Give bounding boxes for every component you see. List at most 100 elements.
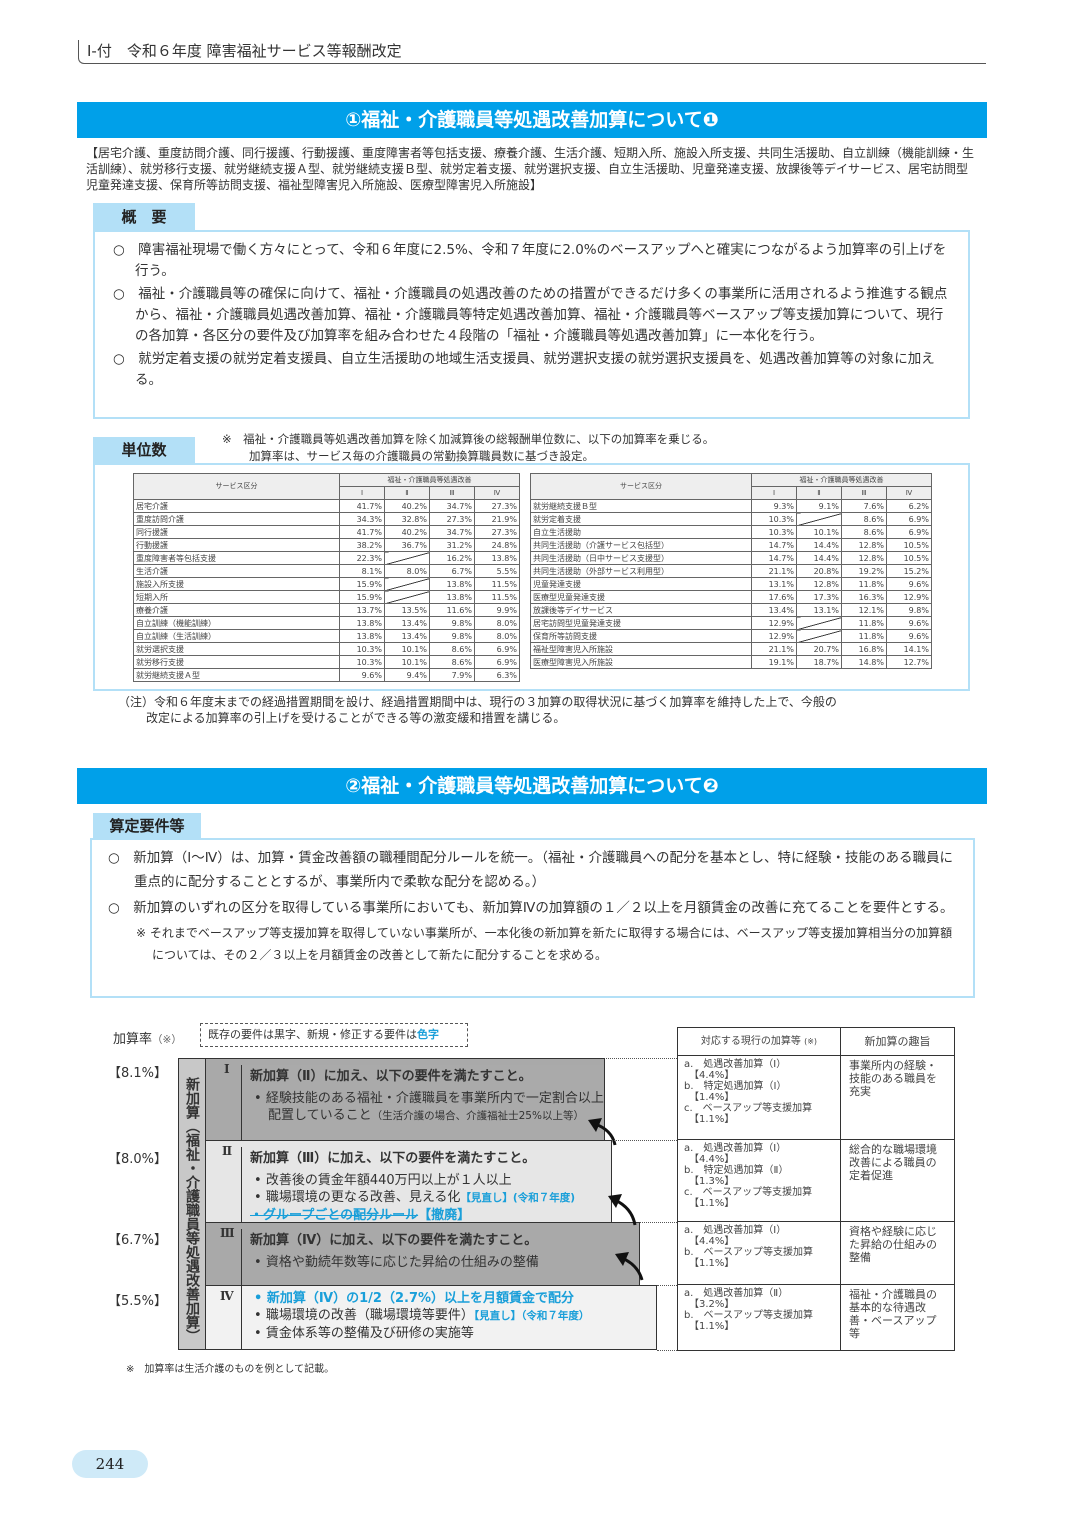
service-name: 施設入所支援 [133,577,340,591]
service-name: 行動援護 [133,538,340,552]
current-addition-line: 【4.4%】 [684,1154,735,1165]
rate-cell: 18.7% [796,655,842,669]
rate-cell: 17.6% [751,590,797,604]
rate-cell: 10.5% [886,538,932,552]
rate-cell: 6.9% [474,655,520,669]
not-applicable-cell [796,629,842,643]
rate-cell: 19.1% [751,655,797,669]
rate-cell: 13.4% [751,603,797,617]
purpose-header: 新加算の趣旨 [864,1035,931,1048]
rate-cell: 12.8% [796,577,842,591]
rate-cell: 14.7% [751,551,797,565]
rate-cell: 10.3% [751,512,797,526]
col-group: 福祉・介護職員等処遇改善 [751,473,932,487]
current-addition-line: 【1.1%】 [684,1258,735,1269]
service-name: 生活介護 [133,564,340,578]
service-name: 短期入所 [133,590,340,604]
units-note: ※ 福祉・介護職員等処遇改善加算を除く加減算後の総報酬単位数に、以下の加算率を乗… [222,432,715,446]
rate-cell: 8.6% [429,642,475,656]
table-row: 自立訓練（機能訓練） 13.8% 13.4% 9.8% 8.0% [133,616,520,630]
rate-cell: 13.1% [751,577,797,591]
purpose: 総合的な職場環境改善による職員の定着促進 [849,1143,937,1182]
tier-roman: Ⅰ [224,1062,230,1076]
service-name: 重度障害者等包括支援 [133,551,340,565]
rate-cell: 20.7% [796,642,842,656]
rate-cell: 5.5% [474,564,520,578]
rate-cell: 34.7% [429,499,475,513]
rate-cell: 6.7% [429,564,475,578]
tier-item-note: （生活介護の場合、介護福祉士25%以上等） [371,1110,584,1122]
current-addition-line: 【1.1%】 [684,1321,735,1332]
tier-item-removed: ・グループごとの配分ルール【撤廃】 [250,1207,611,1224]
tier-roman: Ⅱ [222,1144,233,1158]
rate-cell: 8.0% [474,629,520,643]
rate-cell: 41.7% [339,499,385,513]
correspondence-row: a. 処遇改善加算（Ⅰ） 【4.4%】 b. ベースアップ等支援加算 【1.1%】… [678,1222,954,1285]
rate-cell: 13.7% [339,603,385,617]
tier-item: • 職場環境の改善（職場環境等要件）【見直し】（令和７年度） [254,1308,590,1323]
rate-cell: 13.8% [429,577,475,591]
table-row: 保育所等訪問支援 12.9% 11.8% 9.6% [530,629,932,643]
rate-cell: 8.0% [474,616,520,630]
service-name: 児童発達支援 [530,577,752,591]
tier-roman: Ⅲ [220,1226,235,1240]
diagram-footnote: ※ 加算率は生活介護のものを例として記載。 [126,1364,335,1375]
page-number: 244 [72,1450,148,1478]
rate-cell: 9.6% [886,616,932,630]
table-row: 行動援護 38.2% 36.7% 31.2% 24.8% [133,538,520,552]
rate-cell: 6.9% [886,525,932,539]
rate-cell: 6.9% [886,512,932,526]
col-tier: Ⅳ [474,486,520,500]
rate-cell: 15.2% [886,564,932,578]
col-service: サービス区分 [530,473,752,500]
rate-cell: 13.8% [474,551,520,565]
rate-label: 加算率（※） [113,1028,182,1047]
rate-cell: 13.4% [384,616,430,630]
rate-cell: 11.8% [841,629,887,643]
rate-label-text: 加算率 [113,1032,153,1047]
rate-cell: 7.6% [841,499,887,513]
rate-cell: 11.6% [429,603,475,617]
current-additions: a. 処遇改善加算（Ⅰ） 【4.4%】 b. 特定処遇加算（Ⅰ） 【1.4%】 c.… [678,1056,841,1139]
rate-cell: 17.3% [796,590,842,604]
not-applicable-cell [384,577,430,591]
purpose: 福祉・介護職員の基本的な待遇改善・ベースアップ等 [849,1288,937,1340]
current-addition-line: 【1.1%】 [684,1198,735,1209]
rate-cell: 8.0% [384,564,430,578]
table-row: 放課後等デイサービス 13.4% 13.1% 12.1% 9.8% [530,603,932,617]
current-addition-line: c. ベースアップ等支援加算 [684,1103,813,1114]
rate-cell: 9.3% [751,499,797,513]
target-services: 【居宅介護、重度訪問介護、同行援護、行動援護、重度障害者等包括支援、療養介護、生… [86,146,975,192]
correspondence-row: a. 処遇改善加算（Ⅰ） 【4.4%】 b. 特定処遇加算（Ⅰ） 【1.4%】 c.… [678,1056,954,1140]
current-addition-line: 【1.4%】 [684,1092,735,1103]
arrow-head-icon [608,1194,622,1208]
table-row: 共同生活援助（日中サービス支援型） 14.7% 14.4% 12.8% 10.5% [530,551,932,565]
col-tier: Ⅱ [796,486,842,500]
table-row: 就労継続支援Ｂ型 9.3% 9.1% 7.6% 6.2% [530,499,932,513]
rate-cell: 14.7% [751,538,797,552]
units-label: 単位数 [93,437,195,464]
tier-item-text: 賃金体系等の整備及び研修の実施等 [265,1326,474,1341]
tier-item-text: 職場環境の更なる改善、見える化 [265,1190,461,1205]
rate-cell: 12.7% [886,655,932,669]
rate-cell: 11.5% [474,590,520,604]
rate-cell: 12.9% [751,629,797,643]
arrow-head-icon [588,1118,602,1132]
rate-cell: 14.1% [886,642,932,656]
removed-rule: ・グループごとの配分ルール [250,1208,419,1223]
rate-cell: 10.1% [384,655,430,669]
purpose: 事業所内の経験・技能のある職員を充実 [849,1059,937,1098]
table-row: 生活介護 8.1% 8.0% 6.7% 5.5% [133,564,520,578]
current-addition-line: b. ベースアップ等支援加算 [684,1247,814,1258]
tier-item: • 賃金体系等の整備及び研修の実施等 [254,1326,474,1341]
tier-item: • 資格や勤続年数等に応じた昇給の仕組みの整備 [254,1255,539,1270]
rate-cell: 31.2% [429,538,475,552]
service-name: 就労選択支援 [133,642,340,656]
table-row: 就労移行支援 10.3% 10.1% 8.6% 6.9% [133,655,520,669]
service-name: 自立生活援助 [530,525,752,539]
table-row: 共同生活援助（介護サービス包括型） 14.7% 14.4% 12.8% 10.5% [530,538,932,552]
rate-cell: 9.6% [339,668,385,682]
table-row: 施設入所支援 15.9% 13.8% 11.5% [133,577,520,591]
current-addition-line: 【1.3%】 [684,1176,735,1187]
revision-tag: 【見直し】（令和７年度） [473,1310,590,1322]
